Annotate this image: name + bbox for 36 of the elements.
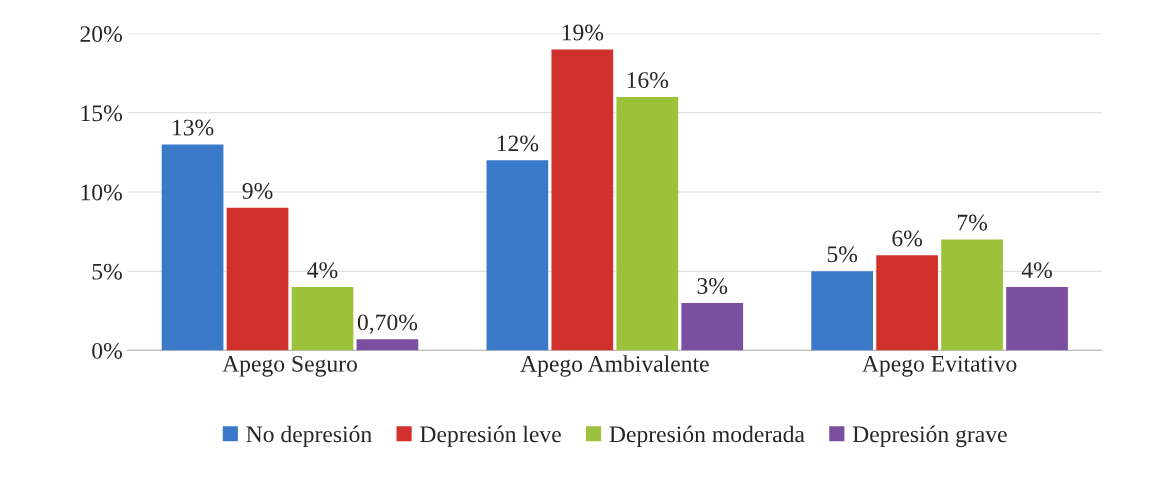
data-label: 7% bbox=[957, 214, 988, 231]
bar bbox=[161, 144, 224, 351]
bar bbox=[291, 287, 354, 351]
bar bbox=[356, 339, 419, 351]
data-label: 6% bbox=[892, 230, 923, 247]
legend-label: Depresión leve bbox=[420, 425, 561, 448]
data-label: 9% bbox=[242, 182, 273, 199]
legend-label: Depresión grave bbox=[852, 425, 1007, 448]
data-label: 5% bbox=[827, 246, 858, 263]
x-tick-label: Apego Evitativo bbox=[862, 355, 1017, 377]
legend-label: No depresión bbox=[246, 425, 372, 448]
data-label: 16% bbox=[627, 72, 669, 89]
legend-label: Depresión moderada bbox=[609, 425, 805, 448]
data-label: 4% bbox=[1021, 262, 1052, 279]
bar bbox=[811, 271, 874, 351]
data-label: 19% bbox=[562, 24, 604, 41]
x-tick-label: Apego Seguro bbox=[222, 355, 357, 377]
y-tick-label: 5% bbox=[92, 263, 122, 280]
data-label: 12% bbox=[497, 135, 539, 152]
y-tick-label: 20% bbox=[80, 26, 122, 43]
y-tick-label: 10% bbox=[81, 184, 122, 201]
bar bbox=[486, 160, 549, 351]
bar bbox=[681, 302, 744, 351]
bar bbox=[616, 96, 679, 351]
data-label: 0,70% bbox=[357, 314, 418, 334]
bar bbox=[226, 207, 289, 351]
bar bbox=[876, 255, 938, 351]
data-label: 3% bbox=[697, 277, 728, 294]
x-tick-label: Apego Ambivalente bbox=[520, 355, 709, 377]
data-label: 13% bbox=[173, 119, 214, 136]
bar bbox=[941, 239, 1003, 351]
bar bbox=[1006, 287, 1068, 351]
y-tick-label: 0% bbox=[92, 342, 122, 359]
y-tick-label: 15% bbox=[81, 105, 122, 122]
data-label: 4% bbox=[307, 262, 338, 279]
bar bbox=[551, 49, 614, 351]
